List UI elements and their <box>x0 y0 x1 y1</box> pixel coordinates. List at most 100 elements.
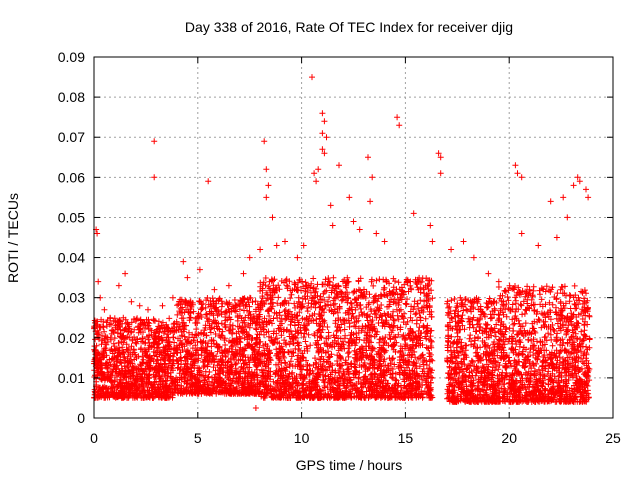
data-point <box>123 385 130 392</box>
data-point <box>158 394 165 401</box>
data-point <box>139 335 146 342</box>
data-point <box>101 328 108 335</box>
data-point <box>100 354 107 361</box>
data-point <box>114 394 121 400</box>
data-point <box>146 378 153 385</box>
data-point <box>344 350 351 357</box>
data-point <box>304 305 311 311</box>
data-point <box>101 346 108 352</box>
data-point <box>135 365 142 372</box>
data-point <box>487 315 494 322</box>
data-point <box>241 307 247 314</box>
data-point <box>142 340 148 347</box>
data-point <box>125 368 132 375</box>
data-point <box>425 286 432 292</box>
data-point <box>135 378 142 385</box>
data-point <box>349 310 356 317</box>
data-point <box>119 393 126 400</box>
data-point <box>135 366 142 373</box>
data-point <box>212 331 219 337</box>
data-point <box>112 324 119 331</box>
data-point <box>167 369 174 376</box>
data-point <box>94 321 101 328</box>
data-point <box>156 362 163 369</box>
data-point <box>130 367 137 374</box>
data-point <box>151 393 158 400</box>
data-point <box>448 348 455 355</box>
data-point <box>483 304 490 311</box>
data-point <box>104 369 111 376</box>
data-point <box>114 330 121 337</box>
data-point <box>129 336 136 343</box>
data-point <box>312 355 318 362</box>
data-point <box>94 331 101 338</box>
data-point <box>155 323 162 330</box>
data-point <box>207 329 214 336</box>
data-point <box>138 345 145 352</box>
data-point <box>114 373 120 380</box>
data-point <box>372 310 379 317</box>
data-point <box>146 332 152 339</box>
data-point <box>128 343 135 350</box>
data-point <box>101 372 108 379</box>
data-point <box>111 335 118 342</box>
data-point <box>169 325 175 332</box>
data-point <box>153 388 160 395</box>
data-point <box>120 354 127 361</box>
data-point <box>120 377 126 384</box>
data-point <box>153 327 160 334</box>
data-point <box>395 279 402 286</box>
data-point <box>114 357 121 364</box>
data-point <box>373 277 380 284</box>
data-point <box>163 352 169 358</box>
data-point <box>124 364 130 371</box>
data-point <box>131 356 138 363</box>
data-point <box>158 334 165 341</box>
data-point <box>142 365 149 372</box>
data-point <box>141 370 148 377</box>
data-point <box>150 317 157 324</box>
data-point <box>150 348 157 355</box>
data-point <box>92 347 99 354</box>
data-point <box>121 382 128 389</box>
data-point <box>218 303 225 310</box>
data-point <box>106 393 113 400</box>
data-point <box>314 281 321 288</box>
data-point <box>345 353 352 360</box>
data-point <box>171 339 178 346</box>
data-point <box>115 352 122 359</box>
data-point <box>350 289 357 296</box>
data-point <box>160 330 167 336</box>
data-point <box>117 326 124 333</box>
data-point <box>324 324 331 330</box>
data-point <box>94 369 101 376</box>
data-point <box>288 291 295 298</box>
data-point <box>124 328 131 335</box>
data-point <box>138 338 145 345</box>
data-point <box>107 315 114 322</box>
data-point <box>159 319 166 326</box>
data-point <box>145 344 152 351</box>
data-point <box>239 329 246 336</box>
data-point <box>357 305 364 312</box>
data-point <box>136 382 143 389</box>
data-point <box>451 296 458 302</box>
data-point <box>138 394 145 401</box>
data-point <box>99 384 106 391</box>
data-point <box>429 295 436 302</box>
data-point <box>98 365 105 371</box>
data-point <box>165 342 172 349</box>
data-point <box>469 357 475 364</box>
data-point <box>102 360 109 367</box>
data-point <box>91 386 98 393</box>
data-point <box>179 347 186 353</box>
data-point <box>122 316 129 323</box>
data-point <box>166 315 173 322</box>
data-point <box>174 311 181 318</box>
data-point <box>164 324 170 331</box>
data-point <box>142 391 149 398</box>
data-point <box>98 341 105 348</box>
data-point <box>246 303 253 310</box>
data-point <box>108 320 115 327</box>
data-point <box>148 390 155 397</box>
